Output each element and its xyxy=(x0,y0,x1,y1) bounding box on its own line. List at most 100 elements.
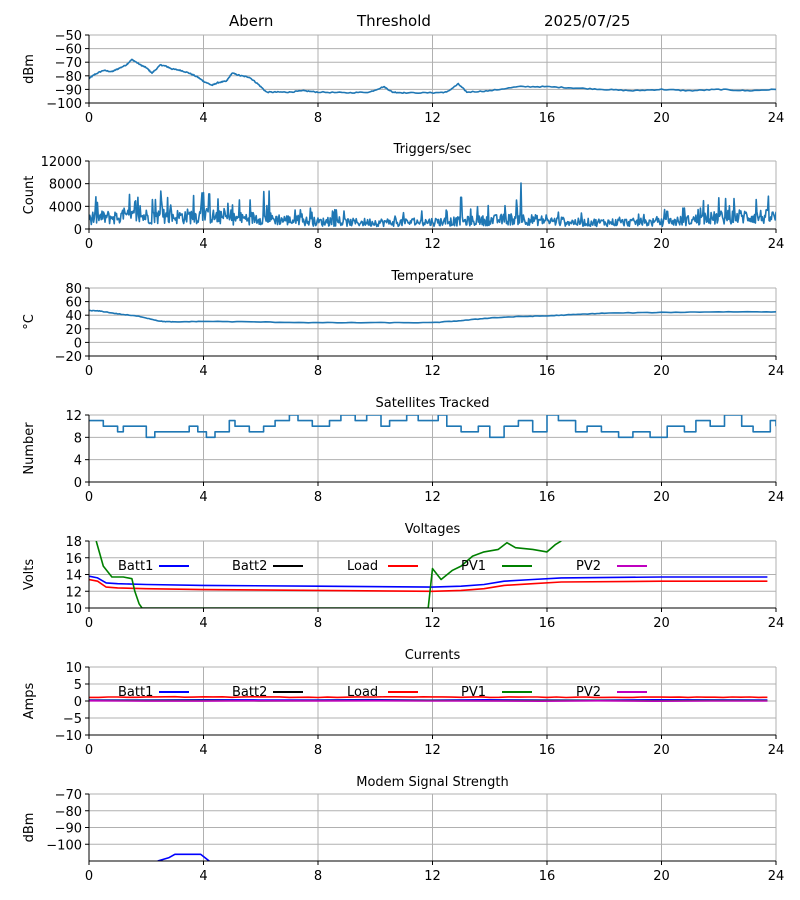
y-tick-label: 10 xyxy=(65,602,82,617)
y-axis-label-signal: dBm xyxy=(22,54,37,84)
y-tick-label: 4 xyxy=(74,454,82,469)
y-tick-label: 0 xyxy=(74,336,82,351)
y-tick-label: 0 xyxy=(74,695,82,710)
x-tick-label: 8 xyxy=(314,111,322,126)
x-tick-label: 8 xyxy=(314,616,322,631)
x-tick-label: 4 xyxy=(199,490,207,505)
station-name: Abern xyxy=(229,12,274,30)
chart-title-triggers: Triggers/sec xyxy=(393,142,472,157)
x-tick-label: 12 xyxy=(424,237,441,252)
x-tick-label: 24 xyxy=(768,490,785,505)
x-tick-label: 20 xyxy=(653,869,670,884)
series-satellites-0 xyxy=(89,415,776,439)
y-tick-label: 4000 xyxy=(49,200,82,215)
y-tick-label: 8 xyxy=(74,431,82,446)
plot-area-triggers xyxy=(89,182,776,228)
x-tick-label: 20 xyxy=(653,111,670,126)
plot-area-voltages xyxy=(89,541,768,608)
chart-title-temperature: Temperature xyxy=(390,269,473,284)
x-tick-label: 0 xyxy=(85,490,93,505)
x-tick-label: 0 xyxy=(85,364,93,379)
x-tick-label: 24 xyxy=(768,869,785,884)
x-tick-label: 0 xyxy=(85,743,93,758)
series-voltages-batt1 xyxy=(89,575,768,588)
date-label: 2025/07/25 xyxy=(544,12,631,30)
y-tick-label: −10 xyxy=(55,729,82,744)
y-tick-label: 0 xyxy=(74,476,82,491)
chart-modem: 0 4 8 12 16 20 24 −100−90 −80 −70 Modem Signal Str… xyxy=(22,775,784,884)
x-tick-label: 12 xyxy=(424,490,441,505)
chart-title-satellites: Satellites Tracked xyxy=(376,396,490,411)
x-tick-label: 12 xyxy=(424,869,441,884)
x-tick-label: 8 xyxy=(314,364,322,379)
x-tick-label: 4 xyxy=(199,869,207,884)
y-tick-label: 8000 xyxy=(49,178,82,193)
x-tick-label: 0 xyxy=(85,237,93,252)
x-tick-label: 12 xyxy=(424,364,441,379)
legend-label-load: Load xyxy=(347,685,378,700)
legend-label-batt1: Batt1 xyxy=(118,559,153,574)
x-tick-label: 20 xyxy=(653,743,670,758)
y-tick-label: 60 xyxy=(65,296,82,311)
y-tick-label: −80 xyxy=(55,70,82,85)
x-tick-label: 4 xyxy=(199,111,207,126)
chart-satellites: 0 4 8 12 16 20 24 0 4 8 12 Satellites Tracked Number xyxy=(22,396,784,505)
plot-area-currents xyxy=(89,695,768,703)
series-voltages-pv1 xyxy=(95,541,562,608)
x-tick-label: 12 xyxy=(424,616,441,631)
chart-signal: 0 4 8 12 16 20 24 −100−90−80−70−60−50 dBm xyxy=(22,29,784,126)
x-tick-label: 16 xyxy=(539,364,556,379)
legend-label-pv1: PV1 xyxy=(461,685,486,700)
y-tick-label: 16 xyxy=(65,552,82,567)
y-tick-label: −50 xyxy=(55,29,82,44)
y-axis-label-temperature: °C xyxy=(22,314,37,330)
x-tick-label: 20 xyxy=(653,616,670,631)
y-axis-label-currents: Amps xyxy=(22,682,37,719)
plot-area-satellites xyxy=(89,415,776,439)
x-tick-label: 24 xyxy=(768,743,785,758)
series-signal-0 xyxy=(89,58,776,94)
chart-title-currents: Currents xyxy=(405,648,461,663)
y-axis-label-satellites: Number xyxy=(22,422,37,475)
y-tick-label: 40 xyxy=(65,309,82,324)
x-tick-label: 20 xyxy=(653,364,670,379)
y-tick-label: −80 xyxy=(55,805,82,820)
chart-triggers: 0 4 8 12 16 20 24 0 4000 8000 12000 Triggers/sec Cou… xyxy=(22,142,784,252)
x-tick-label: 20 xyxy=(653,237,670,252)
y-tick-label: −90 xyxy=(55,822,82,837)
y-tick-label: −5 xyxy=(63,712,82,727)
x-tick-label: 12 xyxy=(424,111,441,126)
x-tick-label: 24 xyxy=(768,237,785,252)
x-tick-label: 20 xyxy=(653,490,670,505)
y-tick-label: 14 xyxy=(65,569,82,584)
x-tick-label: 24 xyxy=(768,616,785,631)
y-tick-label: 12 xyxy=(65,585,82,600)
chart-title-modem: Modem Signal Strength xyxy=(356,775,509,790)
x-tick-label: 16 xyxy=(539,869,556,884)
y-tick-label: −100 xyxy=(46,97,82,112)
legend-label-pv1: PV1 xyxy=(461,559,486,574)
y-tick-label: 12 xyxy=(65,409,82,424)
threshold-label: Threshold xyxy=(357,12,431,30)
legend-label-batt2: Batt2 xyxy=(232,559,267,574)
x-tick-label: 4 xyxy=(199,616,207,631)
x-tick-label: 4 xyxy=(199,743,207,758)
x-tick-label: 0 xyxy=(85,616,93,631)
plot-area-modem xyxy=(157,853,210,861)
x-tick-label: 16 xyxy=(539,743,556,758)
y-axis-label-triggers: Count xyxy=(22,176,37,215)
y-axis-label-modem: dBm xyxy=(22,813,37,843)
y-tick-label: 0 xyxy=(74,223,82,238)
series-triggers-0 xyxy=(89,182,776,228)
x-tick-label: 16 xyxy=(539,111,556,126)
x-tick-label: 0 xyxy=(85,869,93,884)
y-tick-label: 18 xyxy=(65,535,82,550)
y-tick-label: −60 xyxy=(55,43,82,58)
y-tick-label: 12000 xyxy=(41,155,82,170)
y-tick-label: −20 xyxy=(55,350,82,365)
plot-area-signal xyxy=(89,58,776,94)
x-tick-label: 16 xyxy=(539,616,556,631)
